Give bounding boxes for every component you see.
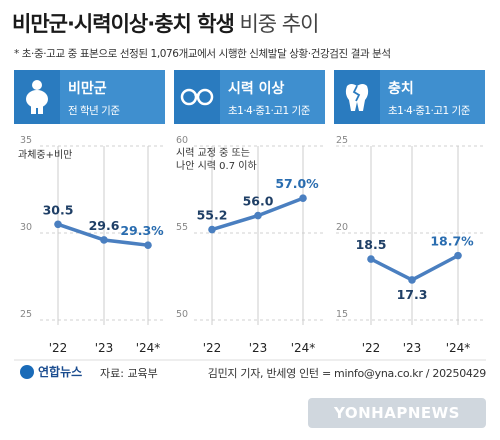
data-label: 29.6 xyxy=(89,218,120,233)
eyeglasses-icon xyxy=(174,70,220,124)
panel-subtitle: 초1·4·중1·고1 기준 xyxy=(228,105,310,117)
x-tick-label: '24* xyxy=(136,341,161,355)
y-tick-label: 55 xyxy=(176,222,188,233)
x-tick-label: '22 xyxy=(203,341,222,355)
panel-title: 충치 xyxy=(388,81,414,97)
panel-subtitle: 전 학년 기준 xyxy=(68,105,120,117)
logo: 연합뉴스 xyxy=(20,363,82,380)
x-tick-label: '23 xyxy=(403,341,422,355)
y-tick-label: 20 xyxy=(336,222,348,233)
y-tick-label: 35 xyxy=(20,135,32,146)
data-label: 18.5 xyxy=(356,237,387,252)
chart-annotation: 시력 교정 중 또는 xyxy=(176,147,250,159)
data-label: 56.0 xyxy=(243,194,274,209)
data-point xyxy=(408,276,416,284)
panel-title: 비만군 xyxy=(68,81,107,97)
y-tick-label: 25 xyxy=(20,309,32,320)
broken-tooth-icon xyxy=(334,70,380,124)
x-tick-label: '24* xyxy=(291,341,316,355)
panel-subtitle: 초1·4·중1·고1 기준 xyxy=(388,105,470,117)
y-tick-label: 15 xyxy=(336,309,348,320)
y-tick-label: 25 xyxy=(336,135,348,146)
subtitle: * 초·중·고교 중 표본으로 선정된 1,076개교에서 시행한 신체발달 상… xyxy=(14,48,391,60)
data-point xyxy=(367,255,375,263)
data-point xyxy=(454,251,462,260)
data-label: 17.3 xyxy=(397,287,428,302)
y-tick-label: 60 xyxy=(176,135,188,146)
panel-title: 시력 이상 xyxy=(228,81,285,97)
x-tick-label: '23 xyxy=(249,341,268,355)
data-label: 57.0% xyxy=(275,176,319,191)
data-label: 30.5 xyxy=(43,202,74,217)
person-obese-icon xyxy=(14,70,60,124)
chart-annotation: 나안 시력 0.7 이하 xyxy=(176,159,257,172)
credit-line: 김민지 기자, 반세영 인턴 = minfo@yna.co.kr / 20250… xyxy=(207,367,487,380)
series-line xyxy=(370,254,459,282)
x-tick-label: '22 xyxy=(362,341,381,355)
data-label: 55.2 xyxy=(197,208,228,223)
y-tick-label: 30 xyxy=(20,222,32,233)
x-tick-label: '24* xyxy=(446,341,471,355)
x-tick-label: '22 xyxy=(49,341,68,355)
y-tick-label: 50 xyxy=(176,309,188,320)
data-point xyxy=(100,236,108,244)
data-point xyxy=(254,211,262,220)
logo-mark-icon xyxy=(20,364,34,379)
data-label: 29.3% xyxy=(120,223,164,238)
chart-annotation: 과체중+비만 xyxy=(18,149,72,161)
x-tick-label: '23 xyxy=(95,341,114,355)
data-label: 18.7% xyxy=(430,234,474,249)
data-point xyxy=(54,220,62,229)
data-point xyxy=(299,194,307,202)
data-point xyxy=(208,225,216,234)
watermark: YONHAPNEWS xyxy=(308,398,486,428)
source-note: 자료: 교육부 xyxy=(100,367,158,380)
page-title: 비만군·시력이상·충치 학생 비중 추이 xyxy=(12,12,319,36)
data-point xyxy=(144,241,152,249)
